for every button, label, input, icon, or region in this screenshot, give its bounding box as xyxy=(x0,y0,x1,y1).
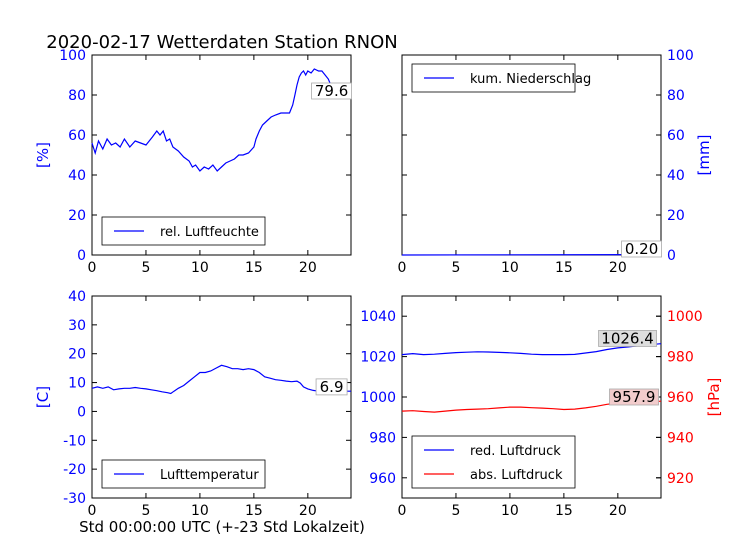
value-box xyxy=(315,378,348,396)
y-tick-label-right: 920 xyxy=(667,471,694,487)
y-tick-label: 1000 xyxy=(360,390,396,406)
x-tick-label: 0 xyxy=(398,260,407,276)
x-tick-label: 0 xyxy=(398,503,407,519)
panel-precipitation: 0 5 10 15 20 0 20 40 60 80 100 [mm] 0.20 kum. Nieders… xyxy=(398,48,713,276)
x-axis-label: Std 00:00:00 UTC (+-23 Std Lokalzeit) xyxy=(79,518,365,536)
value-label: 6.9 xyxy=(320,378,344,396)
y-tick-label: 0 xyxy=(667,248,676,264)
y-tick-label: 60 xyxy=(667,128,685,144)
y-tick-label: 100 xyxy=(59,48,86,64)
x-tick-label: 5 xyxy=(141,503,150,519)
legend: Lufttemperatur xyxy=(101,459,266,489)
value-box xyxy=(621,240,662,258)
value-box xyxy=(311,82,352,100)
x-tick-label: 0 xyxy=(88,503,97,519)
legend: rel. Luftfeuchte xyxy=(101,216,266,246)
y-tick-label: 40 xyxy=(667,168,685,184)
x-tick-label: 20 xyxy=(299,503,317,519)
x-tick-label: 10 xyxy=(191,260,209,276)
value-label: 0.20 xyxy=(625,240,658,258)
x-tick-label: 5 xyxy=(451,503,460,519)
y-tick-label-right: 960 xyxy=(667,390,694,406)
x-tick-label: 20 xyxy=(609,503,627,519)
series-line-humidity-0 xyxy=(91,68,351,172)
y-tick-label: 80 xyxy=(68,88,86,104)
x-tick-label: 10 xyxy=(501,503,519,519)
y-tick-label: 980 xyxy=(369,430,396,446)
y-tick-label: 100 xyxy=(667,48,694,64)
y-tick-label: 20 xyxy=(68,347,86,363)
panel-humidity: 0 5 10 15 20 0 20 40 60 80 100 [%] 79.6 rel. Luftfeuc… xyxy=(34,48,352,276)
x-tick-label: 0 xyxy=(88,260,97,276)
y-tick-label: 20 xyxy=(68,208,86,224)
y-axis-label: [C] xyxy=(34,386,52,408)
y-tick-label-right: 1000 xyxy=(667,309,703,325)
x-tick-label: 15 xyxy=(245,503,263,519)
legend-entry: kum. Niederschlag xyxy=(470,72,591,87)
y-tick-label: -20 xyxy=(63,462,86,478)
panel-temperature: 0 5 10 15 20 -30 -20 -10 0 10 20 30 40 [C] 6.9 Lufttemp… xyxy=(34,289,352,519)
y-tick-label: 80 xyxy=(667,88,685,104)
x-tick-label: 10 xyxy=(501,260,519,276)
y-tick-label: 1020 xyxy=(360,350,396,366)
x-tick-label: 20 xyxy=(609,260,627,276)
legend: red. Luftdruck abs. Luftdruck xyxy=(411,435,576,489)
y-tick-label: 20 xyxy=(667,208,685,224)
legend-entry: rel. Luftfeuchte xyxy=(160,225,259,240)
x-tick-label: 15 xyxy=(555,503,573,519)
legend-entry: Lufttemperatur xyxy=(160,468,259,483)
y-tick-label: 0 xyxy=(77,404,86,420)
y-tick-label: 10 xyxy=(68,376,86,392)
y-tick-label: 960 xyxy=(369,471,396,487)
y-axis-label: [hPa] xyxy=(705,378,723,417)
y-tick-label: 30 xyxy=(68,318,86,334)
value-label: 79.6 xyxy=(315,82,348,100)
y-tick-label-right: 980 xyxy=(667,350,694,366)
series-line-temperature-0 xyxy=(91,364,351,395)
y-tick-label: -10 xyxy=(63,433,86,449)
y-tick-label: -30 xyxy=(63,491,86,507)
legend-entry: red. Luftdruck xyxy=(470,444,561,459)
y-axis-label: [mm] xyxy=(695,135,713,176)
legend-frame xyxy=(411,435,576,489)
y-axis-label: [%] xyxy=(34,142,52,168)
y-tick-label: 40 xyxy=(68,168,86,184)
value-label: 1026.4 xyxy=(601,329,654,347)
x-tick-label: 15 xyxy=(245,260,263,276)
page-title: 2020-02-17 Wetterdaten Station RNON xyxy=(46,32,397,53)
legend: kum. Niederschlag xyxy=(411,63,591,93)
legend-entry: abs. Luftdruck xyxy=(470,468,563,483)
y-tick-label: 0 xyxy=(77,248,86,264)
y-tick-label-right: 940 xyxy=(667,430,694,446)
x-tick-label: 5 xyxy=(141,260,150,276)
panel-pressure: 0 5 10 15 20 960 980 1000 1020 1040 920 940 960 980 10… xyxy=(360,295,723,519)
value-label: 957.9 xyxy=(613,388,656,406)
x-tick-label: 20 xyxy=(299,260,317,276)
series-line-pressure-0 xyxy=(401,343,662,356)
y-tick-label: 60 xyxy=(68,128,86,144)
x-tick-label: 10 xyxy=(191,503,209,519)
y-tick-label: 1040 xyxy=(360,309,396,325)
value-box xyxy=(598,330,657,347)
value-box xyxy=(609,388,659,406)
x-tick-label: 15 xyxy=(555,260,573,276)
x-tick-label: 5 xyxy=(451,260,460,276)
y-tick-label: 40 xyxy=(68,289,86,305)
